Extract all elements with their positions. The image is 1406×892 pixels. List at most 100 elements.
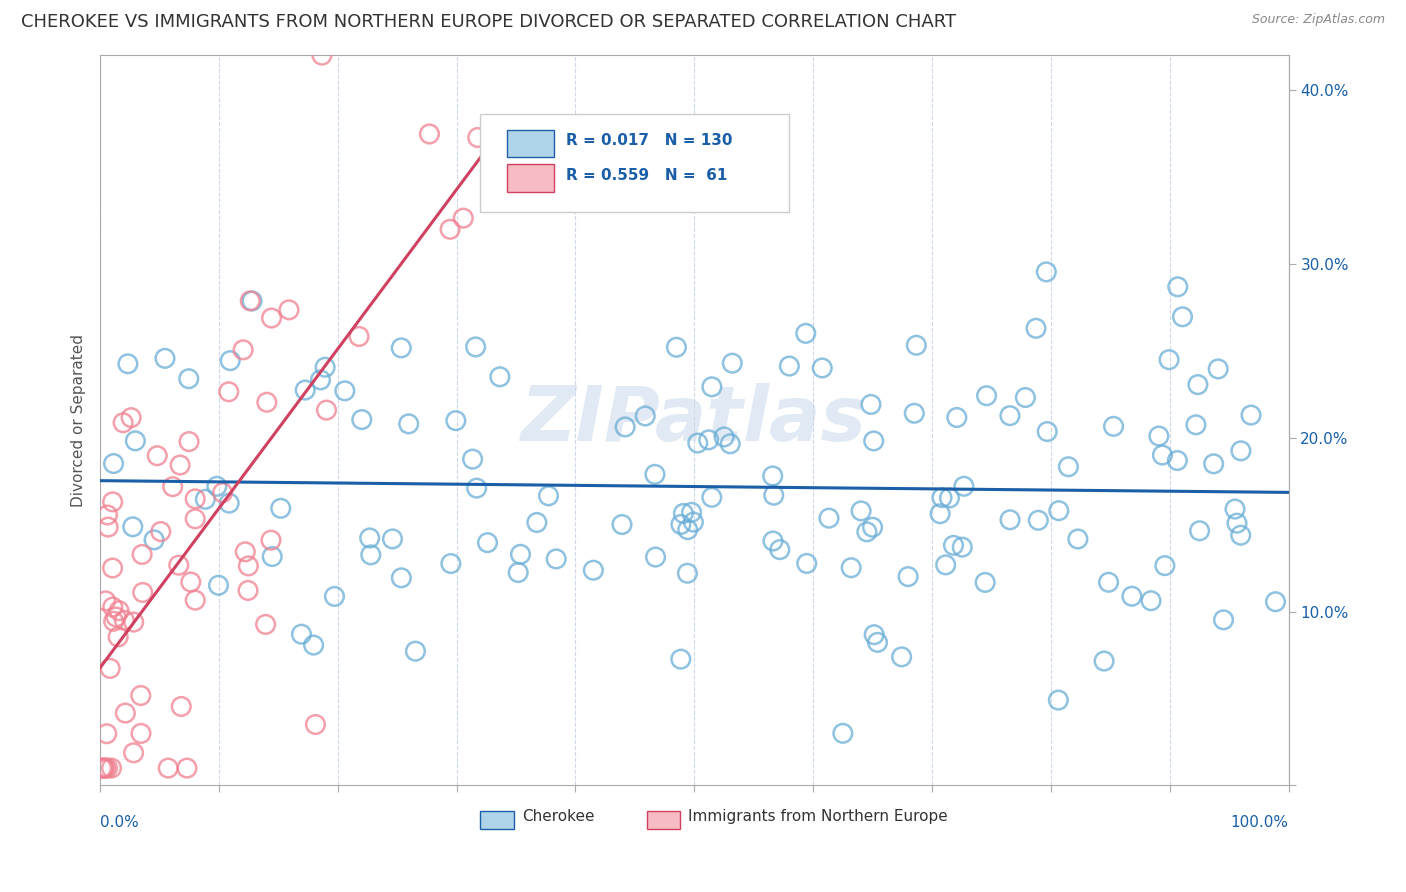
Point [682, 515, 704, 529]
Point [347, 329, 370, 343]
Point [700, 491, 723, 505]
Point [849, 504, 872, 518]
Point [233, 545, 256, 559]
Point [103, 615, 125, 629]
Point [311, 48, 333, 62]
FancyBboxPatch shape [481, 113, 789, 212]
Point [177, 372, 200, 386]
Point [256, 395, 278, 409]
Point [120, 410, 142, 425]
Point [862, 434, 884, 448]
Point [381, 532, 404, 546]
Point [1057, 459, 1080, 474]
Point [839, 560, 862, 574]
Point [211, 485, 233, 500]
Point [112, 613, 135, 627]
Point [762, 469, 785, 483]
Point [1206, 362, 1229, 376]
Point [262, 549, 284, 564]
Point [905, 338, 928, 352]
Point [180, 574, 202, 589]
Point [890, 649, 912, 664]
Point [93, 761, 115, 775]
Point [146, 449, 169, 463]
Point [509, 547, 531, 561]
Point [157, 761, 180, 775]
Point [644, 467, 666, 482]
Point [762, 534, 785, 549]
Point [219, 353, 242, 368]
Point [314, 360, 336, 375]
FancyBboxPatch shape [481, 811, 513, 830]
Point [1047, 504, 1070, 518]
Point [676, 523, 699, 537]
Point [184, 512, 207, 526]
Point [1202, 457, 1225, 471]
Text: Cherokee: Cherokee [522, 809, 595, 824]
Point [398, 417, 420, 431]
Point [101, 600, 124, 615]
Point [90, 761, 112, 775]
Point [270, 501, 292, 516]
Point [132, 585, 155, 599]
Point [107, 630, 129, 644]
Point [302, 638, 325, 652]
Point [831, 726, 853, 740]
Point [1121, 589, 1143, 603]
Point [1025, 321, 1047, 335]
Point [143, 533, 166, 547]
Point [1067, 532, 1090, 546]
Point [294, 383, 316, 397]
Point [1166, 453, 1188, 467]
Text: Source: ZipAtlas.com: Source: ZipAtlas.com [1251, 13, 1385, 27]
Point [333, 384, 356, 398]
Point [537, 489, 560, 503]
Point [167, 558, 190, 573]
Point [453, 211, 475, 226]
Point [1147, 429, 1170, 443]
Point [194, 492, 217, 507]
Point [477, 535, 499, 549]
Point [1187, 377, 1209, 392]
Point [153, 351, 176, 366]
Point [162, 480, 184, 494]
Point [1226, 516, 1249, 531]
Point [974, 575, 997, 590]
Point [1212, 613, 1234, 627]
Point [1026, 513, 1049, 527]
Point [935, 558, 957, 572]
Point [1157, 352, 1180, 367]
Point [856, 524, 879, 539]
Point [718, 437, 741, 451]
Y-axis label: Divorced or Separated: Divorced or Separated [72, 334, 86, 507]
Point [1171, 310, 1194, 324]
Point [526, 516, 548, 530]
Point [665, 340, 688, 354]
Point [278, 302, 301, 317]
Point [697, 433, 720, 447]
Point [149, 524, 172, 539]
Point [1185, 417, 1208, 432]
Point [96, 761, 118, 775]
Point [304, 717, 326, 731]
Point [1154, 558, 1177, 573]
Point [117, 357, 139, 371]
Point [1035, 265, 1057, 279]
Point [903, 406, 925, 420]
Text: R = 0.017   N = 130: R = 0.017 N = 130 [567, 133, 733, 148]
Point [94, 761, 117, 775]
Point [686, 436, 709, 450]
Point [315, 403, 337, 417]
Point [238, 558, 260, 573]
Point [176, 761, 198, 775]
Text: 0.0%: 0.0% [100, 814, 139, 830]
FancyBboxPatch shape [506, 129, 554, 157]
Point [218, 384, 240, 399]
Point [439, 222, 461, 236]
Point [309, 373, 332, 387]
Point [218, 496, 240, 510]
Point [184, 593, 207, 607]
Point [1014, 391, 1036, 405]
Point [950, 540, 973, 554]
Point [389, 341, 412, 355]
